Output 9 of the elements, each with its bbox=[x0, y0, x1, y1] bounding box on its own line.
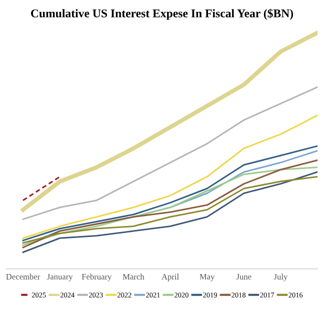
x-tick-label: January bbox=[47, 274, 73, 282]
x-tick-label: December bbox=[6, 274, 40, 280]
x-tick-label: June bbox=[236, 274, 252, 280]
x-tick-label: July bbox=[274, 274, 288, 282]
chart-title: Cumulative US Interest Expese In Fiscal Year ($BN) bbox=[31, 8, 294, 20]
x-tick-label: February bbox=[82, 274, 112, 282]
x-tick-label: May bbox=[200, 274, 215, 282]
x-tick-label: April bbox=[162, 274, 179, 282]
x-tick-label: March bbox=[122, 274, 144, 280]
